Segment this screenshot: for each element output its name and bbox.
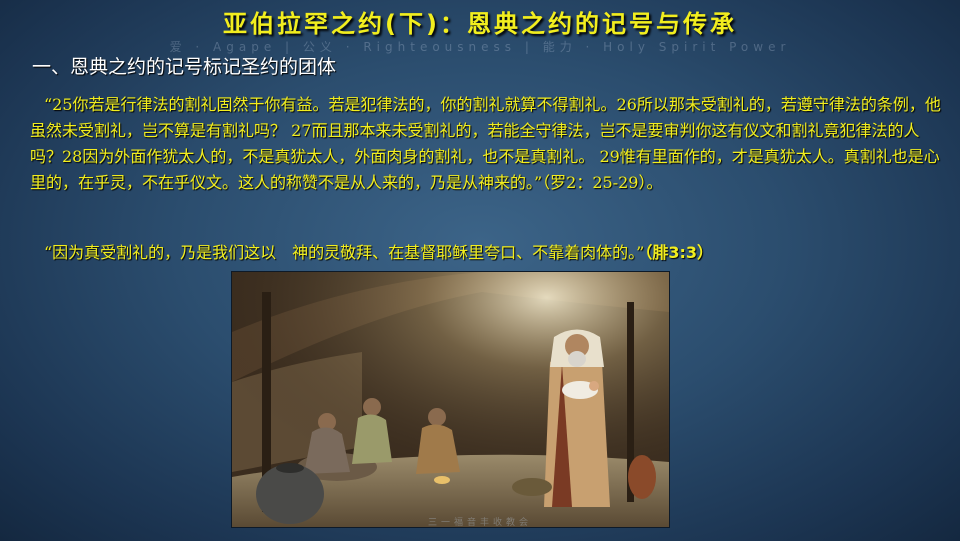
slide-title: 亚伯拉罕之约(下)：恩典之约的记号与传承 — [223, 10, 737, 38]
scripture-quote-philippians: “因为真受割礼的，乃是我们这以 神的灵敬拜、在基督耶稣里夸口、不靠着肉体的。”（… — [30, 240, 942, 266]
quote-philippians-text: “因为真受割礼的，乃是我们这以 神的灵敬拜、在基督耶稣里夸口、不靠着肉体的。” — [44, 243, 645, 262]
watermark-text: 爱 · Agape | 公义 · Righteousness | 能力 · Ho… — [169, 40, 791, 54]
section-heading: 一、恩典之约的记号标记圣约的团体 — [32, 56, 337, 78]
tent-scene-father-holding-infant-illustration — [232, 272, 669, 527]
quote-philippians-ref: （腓3:3） — [644, 243, 714, 262]
footer-watermark: 三一福音丰收教会 — [427, 518, 532, 528]
tent-scene-illustration — [231, 271, 670, 528]
scripture-quote-romans: “25你若是行律法的割礼固然于你有益。若是犯律法的，你的割礼就算不得割礼。26所… — [30, 95, 941, 192]
